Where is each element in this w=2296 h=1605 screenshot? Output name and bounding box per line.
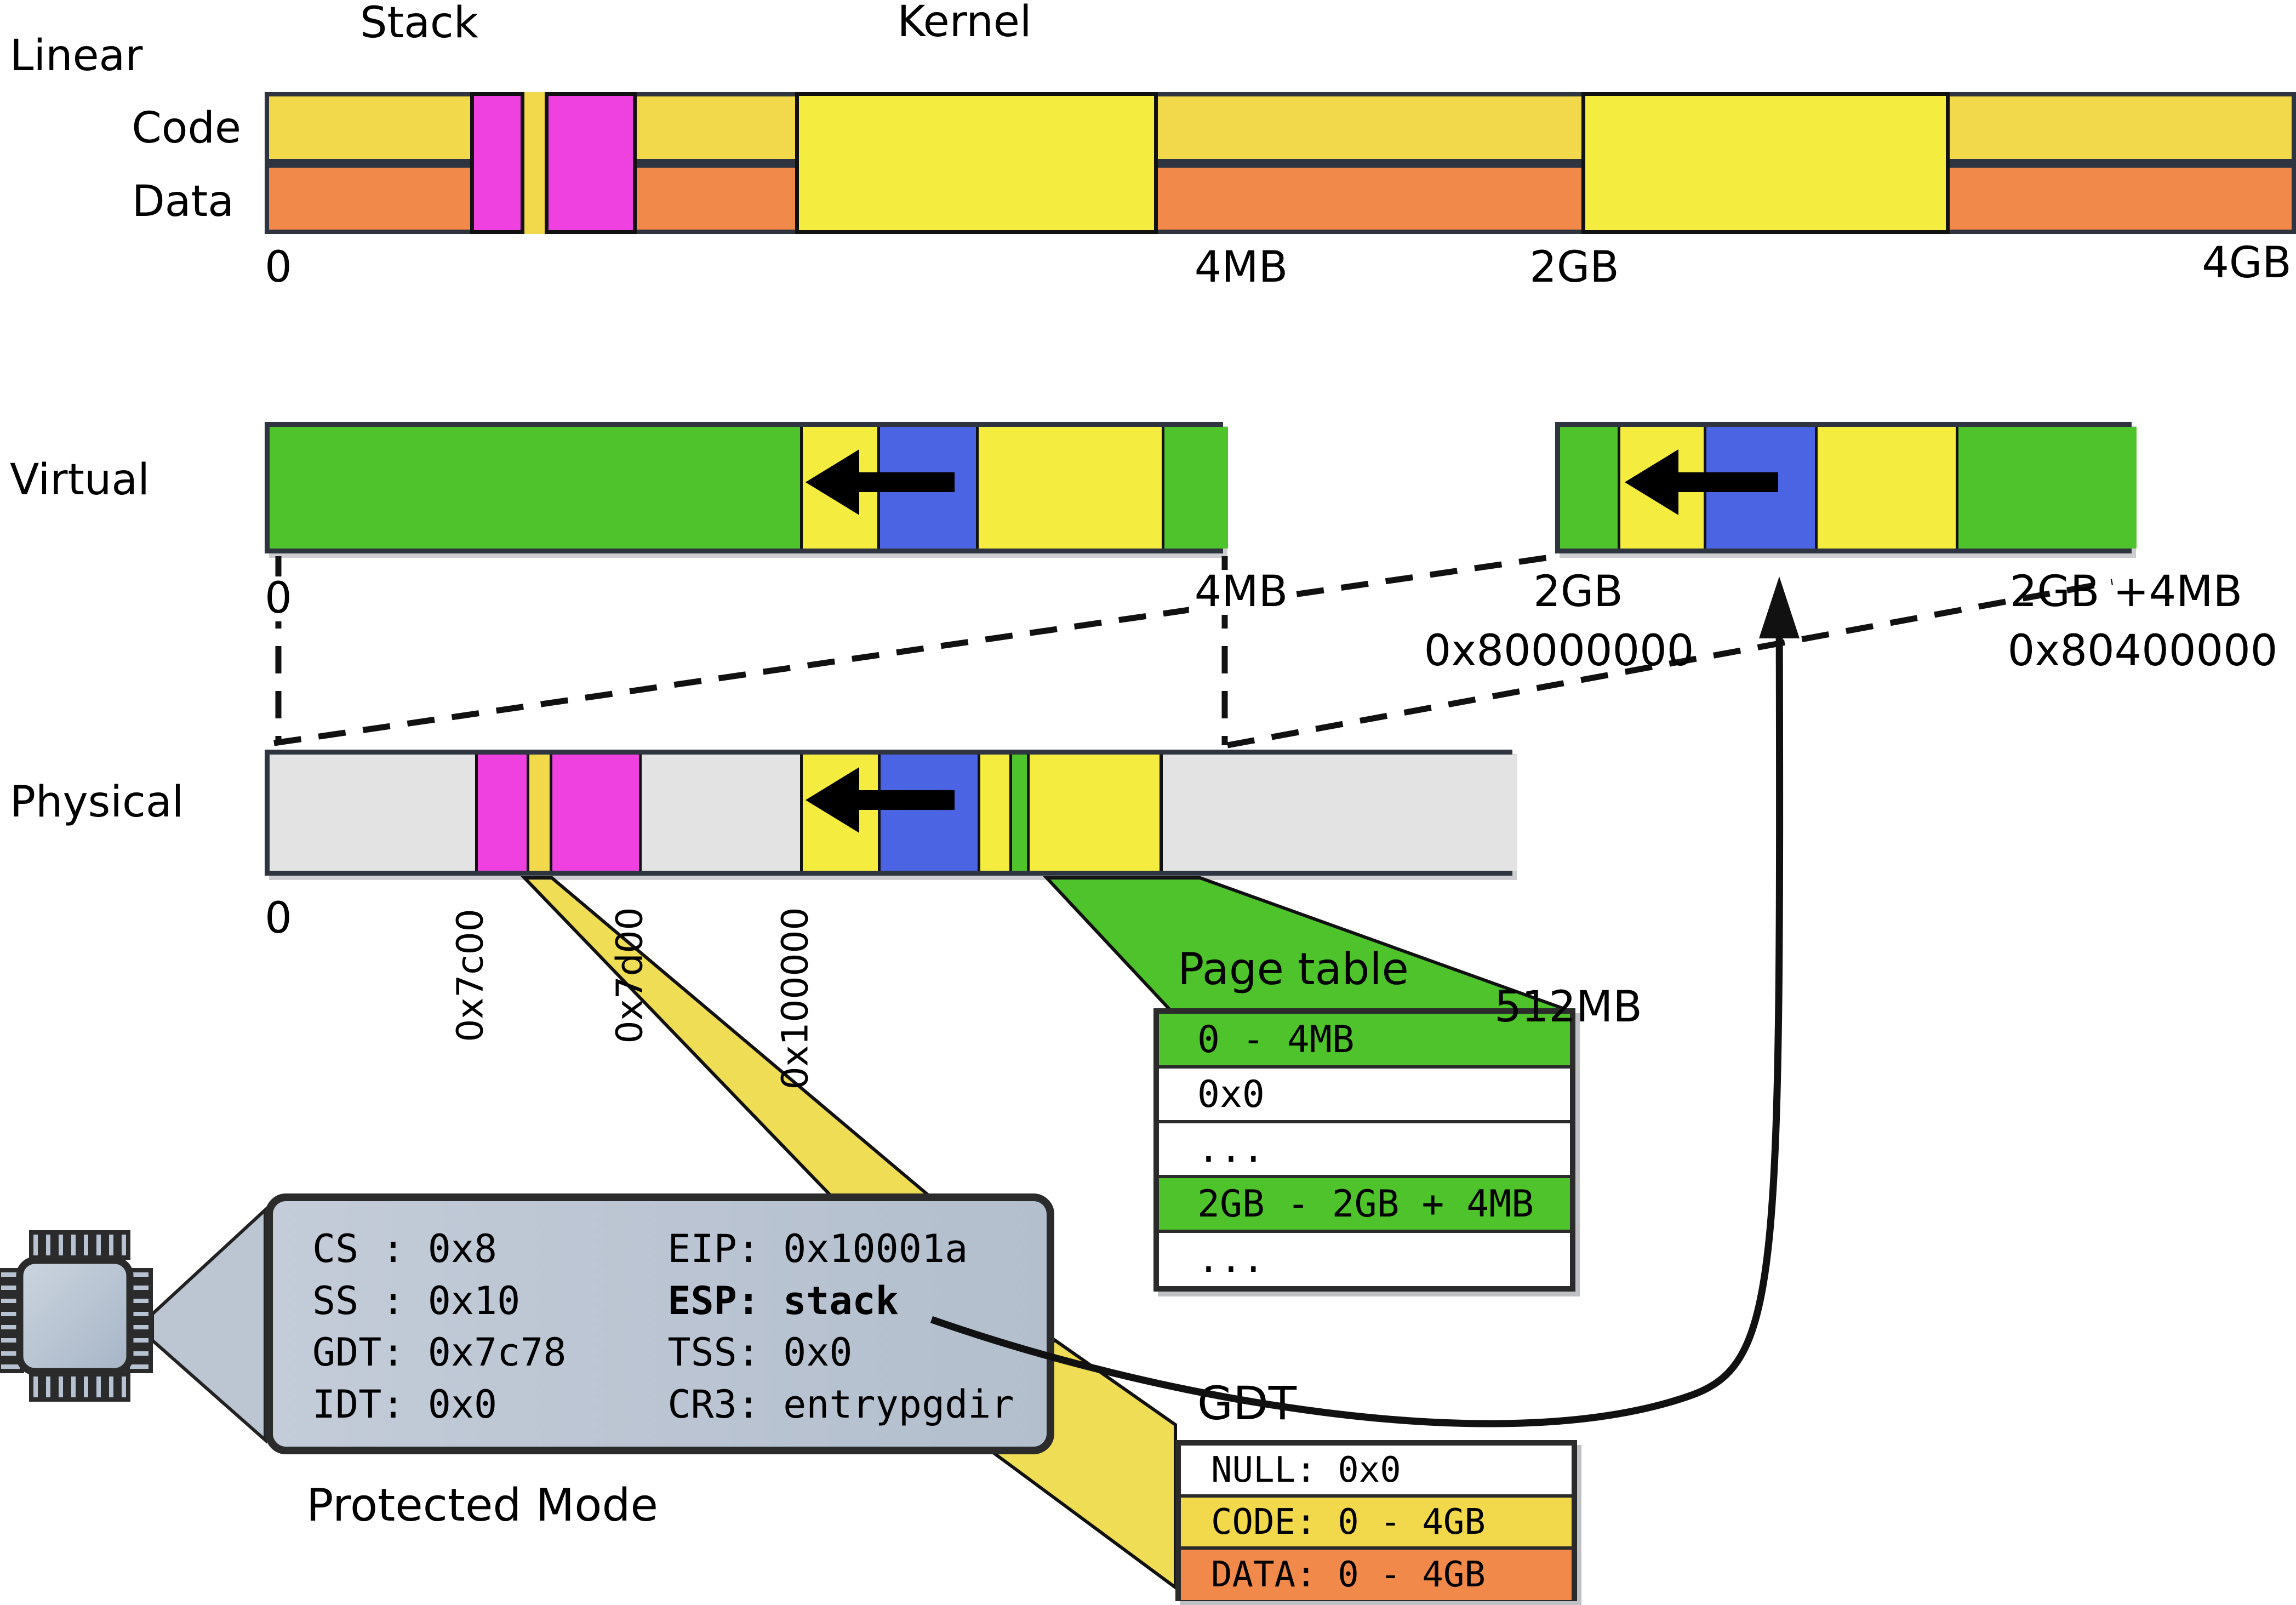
physical-entrypgdir-green xyxy=(1009,755,1030,871)
register-esp: ESP: stack xyxy=(667,1278,899,1323)
linear-data-label: Data xyxy=(132,177,234,226)
physical-low-gray xyxy=(270,755,475,871)
page-table-row: 0x0 xyxy=(1159,1069,1570,1123)
protected-mode-label: Protected Mode xyxy=(306,1480,658,1532)
virtual-axis-label: Virtual xyxy=(10,455,150,505)
physical-bar xyxy=(265,750,1517,876)
gdt-row-label: NULL: 0x0 xyxy=(1211,1449,1401,1490)
kernel-region-label: Kernel xyxy=(897,0,1032,47)
register-cr3: CR3: entrypgdir xyxy=(667,1381,1014,1427)
gdt-row-label: CODE: 0 - 4GB xyxy=(1211,1501,1486,1543)
cpu-chip-icon xyxy=(16,1256,134,1375)
cpu-register-box: CS : 0x8 SS : 0x10 GDT: 0x7c78 IDT: 0x0 … xyxy=(265,1193,1054,1454)
virtual-tick-2gb4mb: 2GB +4MB xyxy=(2009,567,2243,616)
virtual-low-free-green xyxy=(270,427,800,549)
register-gdt: GDT: 0x7c78 xyxy=(312,1330,567,1375)
linear-tick-4gb: 4GB xyxy=(2202,238,2292,288)
physical-stack-magenta-2 xyxy=(550,755,642,871)
page-table-row-label: ... xyxy=(1197,1127,1265,1171)
virtual-high-free-green xyxy=(1956,427,2137,549)
map-line-physical4mb-virtual2gb4mb xyxy=(1227,579,2113,749)
virtual-tick-2gb-hex: 0x80000000 xyxy=(1424,626,1694,676)
gdt-table: NULL: 0x0 CODE: 0 - 4GB DATA: 0 - 4GB xyxy=(1175,1440,1577,1601)
esp-stack-arrowhead-icon xyxy=(1759,576,1800,638)
linear-tick-2gb: 2GB xyxy=(1529,243,1619,292)
page-table-row: ... xyxy=(1159,1123,1570,1178)
physical-left-arrow-icon xyxy=(806,767,955,833)
page-table-row: 0 - 4MB xyxy=(1159,1014,1570,1069)
linear-bar xyxy=(265,92,2296,234)
page-table-row: 2GB - 2GB + 4MB xyxy=(1159,1178,1570,1233)
page-table-title: Page table xyxy=(1178,944,1409,995)
stack-region-label: Stack xyxy=(360,0,478,48)
physical-stack-magenta-1 xyxy=(475,755,529,871)
physical-gray-2 xyxy=(642,755,800,871)
virtual-tick-2gb4mb-hex: 0x80400000 xyxy=(2007,626,2278,676)
physical-tick-0: 0 xyxy=(265,894,292,943)
linear-tick-0: 0 xyxy=(265,243,292,292)
linear-boot-strip xyxy=(524,92,545,234)
linear-axis-label: Linear xyxy=(10,31,143,81)
gdt-row: NULL: 0x0 xyxy=(1181,1446,1572,1498)
page-table-row-label: 2GB - 2GB + 4MB xyxy=(1197,1182,1534,1226)
linear-code-label: Code xyxy=(132,104,241,153)
physical-kernel-yellow xyxy=(1030,755,1163,871)
page-table-row-label: ... xyxy=(1197,1238,1265,1281)
page-table: 0 - 4MB 0x0 ... 2GB - 2GB + 4MB ... xyxy=(1153,1008,1575,1292)
cpu-registers-left: CS : 0x8 SS : 0x10 GDT: 0x7c78 IDT: 0x0 xyxy=(273,1201,662,1447)
virtual-high-green-start xyxy=(1560,427,1618,549)
linear-tick-4mb: 4MB xyxy=(1194,243,1288,292)
register-ss: SS : 0x10 xyxy=(312,1278,521,1323)
linear-stack-block-2 xyxy=(545,92,637,234)
linear-kernel-block-high xyxy=(1581,92,1950,234)
virtual-high-left-arrow-icon xyxy=(1625,449,1778,515)
virtual-tick-0: 0 xyxy=(259,576,298,621)
page-table-row-label: 0x0 xyxy=(1197,1072,1265,1116)
register-cs: CS : 0x8 xyxy=(312,1226,498,1272)
page-table-row: ... xyxy=(1159,1233,1570,1286)
esp-stack-pointer-line xyxy=(930,599,1784,1427)
gdt-row: DATA: 0 - 4GB xyxy=(1181,1550,1572,1600)
gdt-row-label: DATA: 0 - 4GB xyxy=(1211,1555,1486,1595)
physical-yellow-2 xyxy=(978,755,1009,871)
virtual-high-yellow-2 xyxy=(1815,427,1956,549)
virtual-low-green-end xyxy=(1162,427,1228,549)
gdt-row: CODE: 0 - 4GB xyxy=(1181,1498,1572,1550)
virtual-tick-4mb: 4MB xyxy=(1189,569,1294,615)
linear-stack-block-1 xyxy=(470,92,524,234)
physical-boot-gold xyxy=(529,755,550,871)
register-tss: TSS: 0x0 xyxy=(667,1330,853,1375)
physical-stack-blue xyxy=(878,755,978,871)
virtual-tick-2gb: 2GB xyxy=(1533,567,1623,616)
map-line-physical0-virtual2gb xyxy=(273,553,1555,746)
physical-tick-512mb: 512MB xyxy=(1494,983,1642,1032)
virtual-low-yellow-2 xyxy=(976,427,1162,549)
page-table-row-label: 0 - 4MB xyxy=(1197,1018,1355,1061)
register-idt: IDT: 0x0 xyxy=(312,1381,498,1427)
register-eip: EIP: 0x10001a xyxy=(667,1226,968,1272)
cpu-registers-right: EIP: 0x10001a ESP: stack TSS: 0x0 CR3: e… xyxy=(662,1201,1047,1447)
linear-kernel-block-low xyxy=(795,92,1158,234)
physical-axis-label: Physical xyxy=(10,778,184,827)
virtual-low-left-arrow-icon xyxy=(806,449,955,515)
physical-high-gray xyxy=(1163,755,1517,871)
